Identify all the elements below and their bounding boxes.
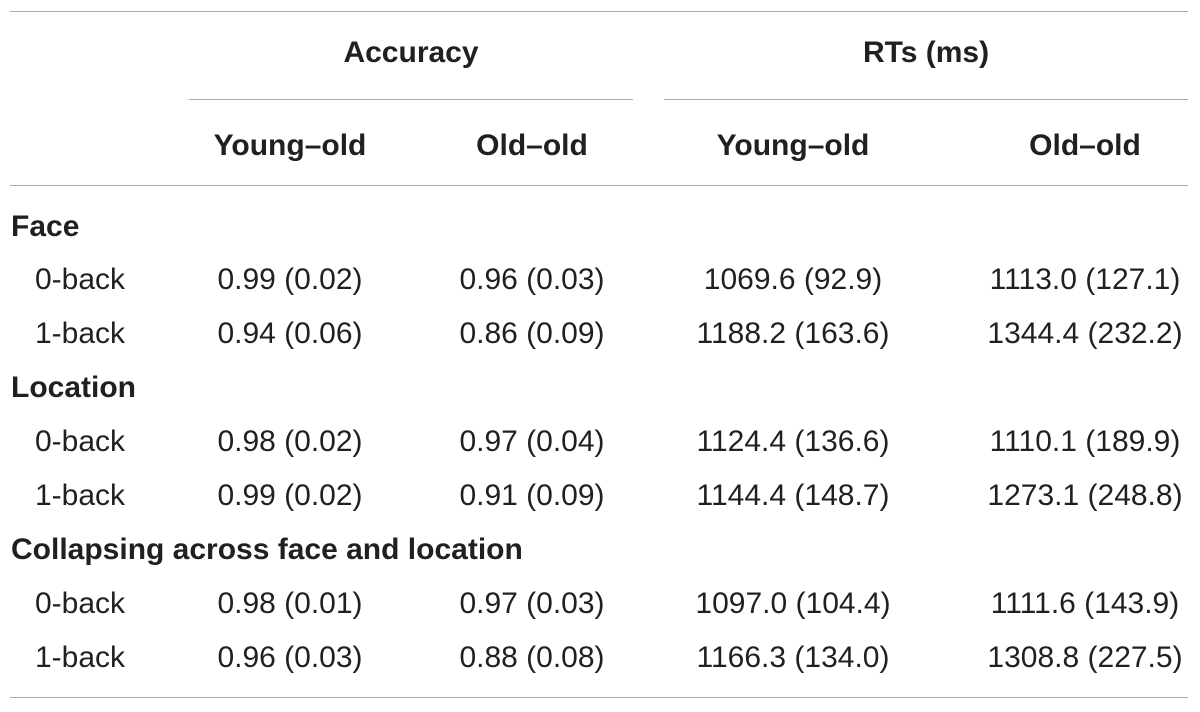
table-cell: 1069.6 (92.9) [703,263,883,296]
rts-young-old-header: Young–old [716,129,870,162]
table-cell: 1308.8 (227.5) [987,641,1183,674]
section-title-face: Face [11,210,80,243]
table-bottom-rule [10,697,1188,698]
table-cell: 0.99 (0.02) [217,479,363,512]
table-cell: 1273.1 (248.8) [987,479,1183,512]
rts-group-header: RTs (ms) [862,36,990,69]
table-cell: 1110.1 (189.9) [989,425,1181,458]
table-cell: 1144.4 (148.7) [696,479,890,512]
table-cell: 1124.4 (136.6) [696,425,890,458]
table-cell: 0.96 (0.03) [217,641,363,674]
table-cell: 0.94 (0.06) [217,317,363,350]
table-cell: 0.86 (0.09) [459,317,605,350]
table-cell: 0.98 (0.02) [217,425,363,458]
row-label: 1-back [35,641,126,674]
table-cell: 0.91 (0.09) [459,479,605,512]
table-cell: 0.97 (0.03) [459,587,605,620]
row-label: 1-back [35,479,126,512]
row-label: 0-back [35,425,126,458]
row-label: 1-back [35,317,126,350]
table-cell: 1166.3 (134.0) [696,641,890,674]
rts-old-old-header: Old–old [1029,129,1141,162]
table-cell: 0.98 (0.01) [217,587,363,620]
row-label: 0-back [35,263,126,296]
section-title-collapsing: Collapsing across face and location [11,533,523,566]
section-title-location: Location [11,371,136,404]
table-cell: 0.96 (0.03) [459,263,605,296]
table-cell: 1188.2 (163.6) [696,317,890,350]
table-cell: 0.88 (0.08) [459,641,605,674]
accuracy-young-old-header: Young–old [213,129,367,162]
table-cell: 0.99 (0.02) [217,263,363,296]
accuracy-group-header: Accuracy [343,36,479,69]
row-label: 0-back [35,587,126,620]
table-cell: 1344.4 (232.2) [987,317,1183,350]
table-cell: 1111.6 (143.9) [990,587,1180,620]
table-cell: 0.97 (0.04) [459,425,605,458]
accuracy-old-old-header: Old–old [476,129,588,162]
rts-header-rule [664,99,1188,100]
header-bottom-rule [10,185,1188,186]
table-cell: 1113.0 (127.1) [989,263,1181,296]
table-top-rule [10,11,1188,12]
accuracy-header-rule [189,99,633,100]
table-cell: 1097.0 (104.4) [695,587,891,620]
